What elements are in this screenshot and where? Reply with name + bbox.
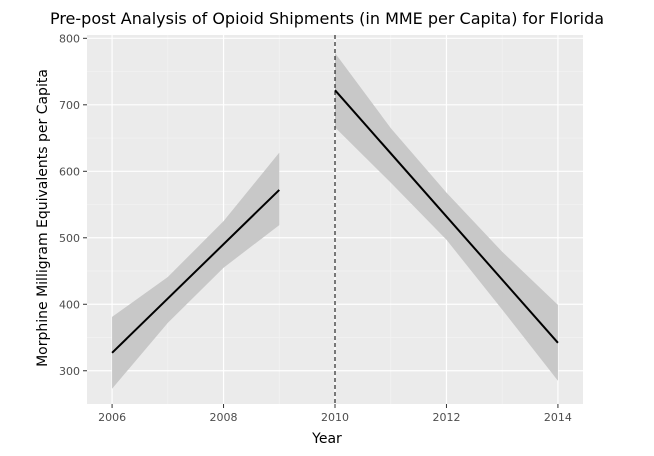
y-tick-label: 800 [59, 32, 80, 45]
x-tick-label: 2008 [210, 411, 238, 424]
x-tick-label: 2012 [432, 411, 460, 424]
fit-line-2 [334, 89, 559, 344]
x-tick-label: 2014 [544, 411, 572, 424]
x-axis: 2006 2008 2010 2012 2014 [98, 404, 572, 424]
y-axis: 300 400 500 600 700 800 [59, 32, 87, 378]
y-tick-label: 400 [59, 298, 80, 311]
fit-lines [111, 89, 559, 354]
x-tick-label: 2006 [98, 411, 126, 424]
y-tick-label: 600 [59, 165, 80, 178]
y-tick-label: 300 [59, 365, 80, 378]
chart-title: Pre-post Analysis of Opioid Shipments (i… [50, 9, 604, 28]
y-tick-label: 700 [59, 99, 80, 112]
x-axis-title: Year [311, 431, 342, 447]
y-axis-title: Morphine Milligram Equivalents per Capit… [35, 69, 51, 367]
x-tick-label: 2010 [321, 411, 349, 424]
fit-line-1 [111, 189, 280, 354]
y-tick-label: 500 [59, 232, 80, 245]
